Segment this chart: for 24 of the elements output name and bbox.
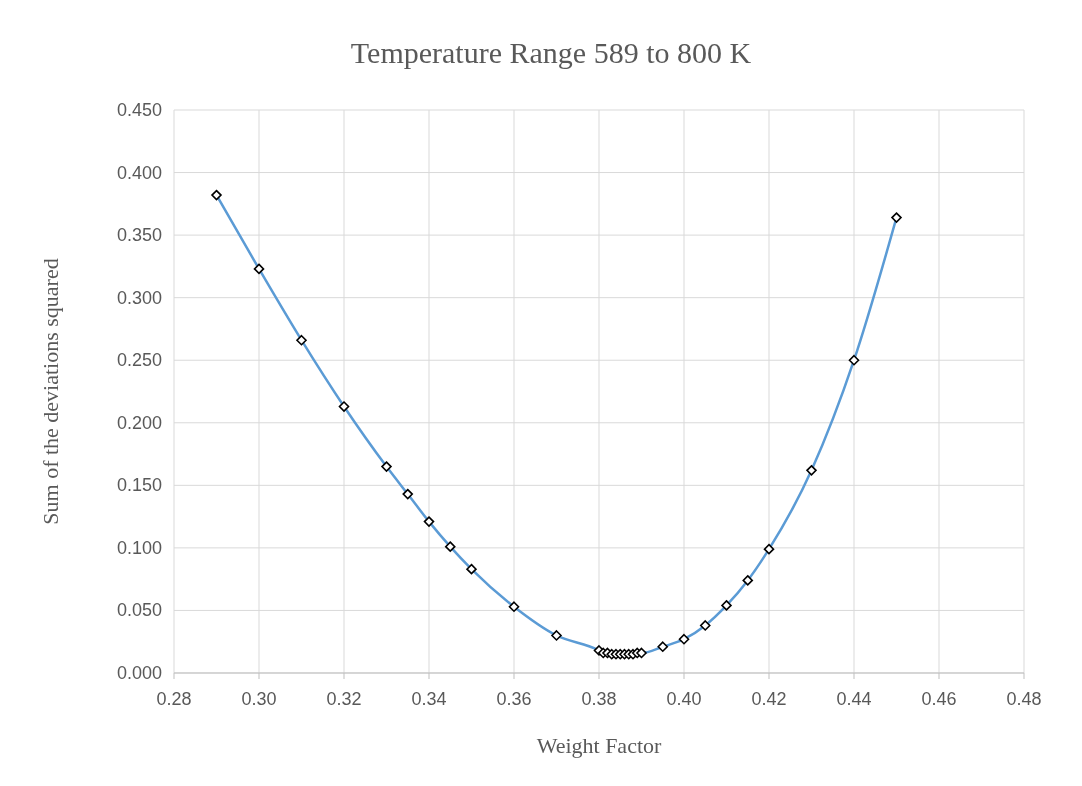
x-tick-label: 0.44 bbox=[836, 689, 872, 709]
chart-title: Temperature Range 589 to 800 K bbox=[350, 36, 752, 69]
x-tick-label: 0.40 bbox=[666, 689, 702, 709]
x-tick-label: 0.38 bbox=[581, 689, 617, 709]
x-tick-label: 0.42 bbox=[751, 689, 787, 709]
y-tick-label: 0.250 bbox=[116, 350, 162, 371]
y-tick-label: 0.150 bbox=[116, 475, 162, 496]
x-tick-label: 0.36 bbox=[496, 689, 532, 709]
x-tick-label: 0.30 bbox=[241, 689, 277, 709]
x-tick-label: 0.32 bbox=[326, 689, 362, 709]
y-tick-label: 0.300 bbox=[116, 287, 162, 308]
y-tick-label: 0.400 bbox=[116, 162, 162, 183]
y-tick-label: 0.200 bbox=[116, 412, 162, 433]
x-axis-title: Weight Factor bbox=[536, 733, 663, 758]
y-tick-label: 0.000 bbox=[116, 663, 162, 683]
y-tick-label: 0.050 bbox=[116, 600, 162, 621]
x-tick-label: 0.28 bbox=[156, 689, 192, 709]
x-tick-label: 0.48 bbox=[1006, 689, 1042, 709]
x-tick-label: 0.34 bbox=[411, 689, 447, 709]
y-tick-label: 0.450 bbox=[116, 100, 162, 120]
y-axis-title: Sum of the deviations squared bbox=[38, 258, 63, 525]
y-tick-label: 0.100 bbox=[116, 537, 162, 558]
x-tick-label: 0.46 bbox=[921, 689, 957, 709]
y-tick-label: 0.350 bbox=[116, 225, 162, 246]
